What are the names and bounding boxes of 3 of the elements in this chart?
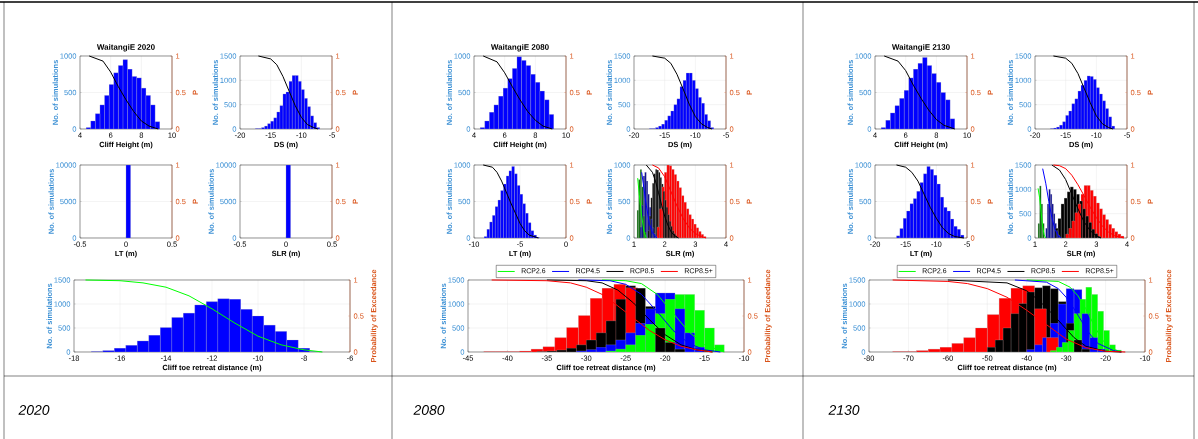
text: 2020	[18, 405, 50, 415]
text: 2080	[413, 405, 445, 415]
text: 2130	[828, 405, 860, 415]
